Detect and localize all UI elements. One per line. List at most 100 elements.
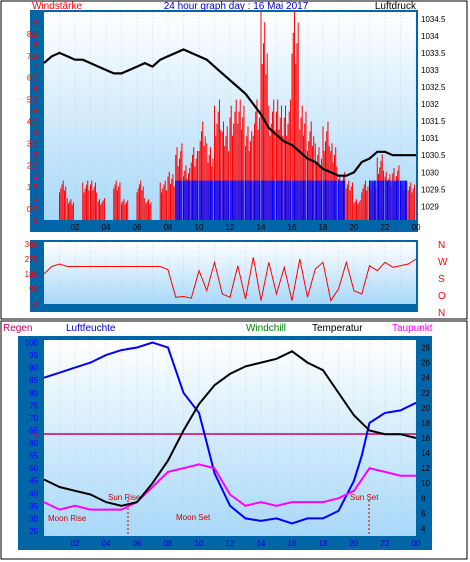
humidity-tick-label: 55	[29, 452, 38, 461]
bottom-x-tick-label: 12	[226, 539, 235, 548]
left-axis-label: Windstärke	[32, 1, 82, 12]
temperature-tick-label: 20	[421, 404, 430, 413]
direction-compass-label: O	[438, 291, 446, 302]
bottom-x-tick-label: 22	[381, 539, 390, 548]
wind-axis-tick-label: 7.5	[27, 52, 39, 61]
wind-axis-tick-label: 5.5	[27, 96, 39, 105]
wind-axis-tick-label: 0	[34, 216, 39, 225]
pressure-axis-tick-label: 1033	[421, 66, 439, 75]
rain-zero-marker: 0	[34, 430, 39, 439]
direction-degree-tick-label: 90	[29, 285, 38, 294]
wind-direction-line	[43, 257, 417, 302]
graph-title: 24 hour graph day : 16 Mai 2017	[164, 1, 309, 12]
pressure-axis-tick-label: 1030	[421, 168, 439, 177]
middle-grid	[59, 244, 401, 304]
humidity-tick-label: 95	[29, 351, 38, 360]
humidity-tick-label: 85	[29, 376, 38, 385]
wind-axis-tick-label: 1	[34, 194, 39, 203]
wind-axis-tick-label: 4.5	[27, 117, 39, 126]
sun-rise-label: Sun Rise	[108, 493, 141, 502]
wind-axis-tick-label: 1.5	[27, 183, 39, 192]
gust-bars	[175, 180, 408, 220]
pressure-axis-tick-label: 1031	[421, 134, 439, 143]
bottom-x-tick-label: 18	[319, 539, 328, 548]
wind-axis-tick-label: 6.5	[27, 74, 39, 83]
direction-compass-label: S	[438, 274, 445, 285]
direction-compass-label: W	[438, 257, 448, 268]
humidity-tick-label: 90	[29, 364, 38, 373]
bottom-x-tick-label: 04	[102, 539, 111, 548]
wind-axis-tick-label: 3	[34, 150, 39, 159]
bottom-x-tick-label: 16	[288, 539, 297, 548]
temperature-line	[43, 350, 417, 507]
top-x-tick-label: 10	[195, 223, 204, 232]
direction-degree-tick-label: 270	[25, 255, 39, 264]
bottom-plot-area	[44, 340, 416, 536]
direction-degree-tick-label: 0	[34, 300, 39, 309]
wind-axis-tick-label: 3.5	[27, 139, 39, 148]
temperature-axis-ticks: 4 6 8 10 12 14 16 18 20 22 24 26 28	[421, 344, 430, 534]
temperature-tick-label: 6	[421, 509, 426, 518]
humidity-tick-label: 75	[29, 401, 38, 410]
temperature-tick-label: 18	[421, 419, 430, 428]
wind-axis-ticks: 0 0.5 1 1.5 2 2.5 3 3.5 4 4.55 5.5 6 6.5 7 7.5 8 8.5 9	[27, 19, 39, 225]
bottom-x-tick-label: 00	[412, 539, 421, 548]
wind-axis-tick-label: 4	[34, 128, 39, 137]
pressure-axis-tick-label: 1034.5	[421, 15, 446, 24]
pressure-axis-ticks: 1029 1029.5 1030 1030.5 1031 1031.5 1032 1032.5…	[421, 15, 446, 212]
top-x-tick-label: 14	[257, 223, 266, 232]
wind-axis-tick-label: 8.5	[27, 30, 39, 39]
bottom-x-tick-label: 10	[195, 539, 204, 548]
temperature-tick-label: 12	[421, 464, 430, 473]
humidity-tick-label: 25	[29, 527, 38, 536]
humidity-tick-label: 45	[29, 477, 38, 486]
dewpoint-line	[43, 463, 416, 511]
humidity-tick-label: 80	[29, 389, 38, 398]
humidity-line	[43, 341, 417, 525]
pressure-axis-tick-label: 1031.5	[421, 117, 446, 126]
humidity-tick-label: 65	[29, 426, 38, 435]
humidity-axis-ticks: 25 30 35 40 45 50 55 60 65 70 75 80 85 90 95 100	[25, 339, 39, 536]
direction-degree-ticks: 0 90 180 270 360	[25, 240, 39, 309]
pressure-axis-tick-label: 1033.5	[421, 49, 446, 58]
top-x-tick-label: 20	[350, 223, 359, 232]
moon-rise-label: Moon Rise	[48, 514, 87, 523]
bottom-x-tick-label: 20	[350, 539, 359, 548]
wind-axis-tick-label: 0.5	[27, 205, 39, 214]
temperature-tick-label: 28	[421, 344, 430, 353]
temperature-tick-label: 22	[421, 389, 430, 398]
pressure-axis-tick-label: 1029.5	[421, 185, 446, 194]
pressure-line	[43, 48, 416, 177]
pressure-axis-tick-label: 1032.5	[421, 83, 446, 92]
humidity-tick-label: 60	[29, 439, 38, 448]
humidity-tick-label: 35	[29, 502, 38, 511]
temperature-tick-label: 4	[421, 524, 426, 533]
pressure-axis-tick-label: 1032	[421, 100, 439, 109]
humidity-tick-label: 30	[29, 514, 38, 523]
direction-degree-tick-label: 360	[25, 240, 39, 249]
wind-axis-tick-label: 8	[34, 41, 39, 50]
top-x-tick-label: 04	[102, 223, 111, 232]
temperature-tick-label: 24	[421, 374, 430, 383]
wind-axis-tick-label: 5	[34, 107, 39, 116]
moon-set-label: Moon Set	[176, 513, 211, 522]
rain-label: Regen	[3, 323, 32, 334]
top-x-tick-label: 22	[381, 223, 390, 232]
pressure-axis-tick-label: 1030.5	[421, 151, 446, 160]
bottom-x-tick-label: 06	[133, 539, 142, 548]
pressure-axis-tick-label: 1029	[421, 202, 439, 211]
temperature-label: Temperatur	[312, 323, 363, 334]
wind-axis-tick-label: 6	[34, 85, 39, 94]
temperature-tick-label: 26	[421, 359, 430, 368]
wind-axis-tick-label: 2	[34, 172, 39, 181]
top-x-tick-label: 08	[164, 223, 173, 232]
direction-compass-label: N	[438, 308, 445, 319]
humidity-tick-label: 50	[29, 464, 38, 473]
top-x-tick-label: 12	[226, 223, 235, 232]
pressure-axis-tick-label: 1034	[421, 32, 439, 41]
top-x-tick-label: 02	[71, 223, 80, 232]
bottom-x-tick-label: 08	[164, 539, 173, 548]
